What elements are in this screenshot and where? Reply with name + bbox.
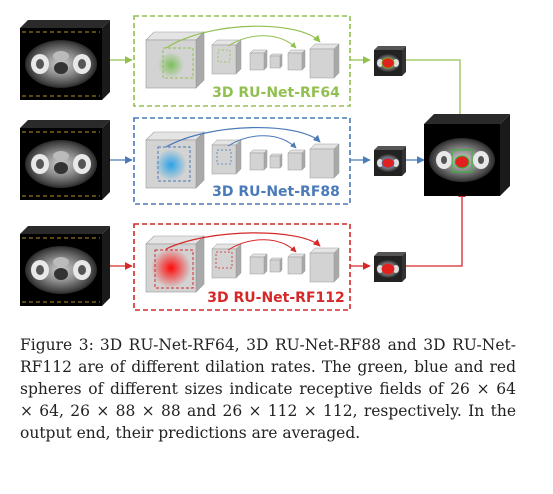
- network-box-rf112: [133, 223, 351, 311]
- input-ct-volume-3: [19, 225, 111, 307]
- network-box-rf64: [133, 15, 351, 107]
- figure-caption: Figure 3: 3D RU-Net-RF64, 3D RU-Net-RF88 …: [20, 334, 516, 444]
- receptive-field-sphere-green: [158, 52, 184, 78]
- network-label-rf64: 3D RU-Net-RF64: [212, 85, 340, 101]
- averaged-mask: [454, 155, 470, 169]
- input-ct-volume-1: [19, 19, 111, 101]
- averaged-output-volume: [424, 114, 510, 196]
- caption-label: Figure 3:: [20, 336, 94, 354]
- prediction-mask-2: [381, 157, 395, 169]
- row-rf64: 3D RU-Net-RF64: [19, 15, 406, 107]
- caption-text: 3D RU-Net-RF64, 3D RU-Net-RF88 and 3D RU…: [20, 336, 516, 442]
- receptive-field-sphere-red: [151, 248, 191, 288]
- network-label-rf112: 3D RU-Net-RF112: [207, 290, 344, 306]
- row-rf88: 3D RU-Net-RF88: [19, 117, 425, 205]
- network-diagram: 3D RU-Net-RF64 3D RU-Net-RF88: [19, 15, 510, 311]
- network-label-rf88: 3D RU-Net-RF88: [212, 184, 340, 200]
- receptive-field-sphere-blue: [155, 149, 187, 181]
- green-merge-arrow: [406, 59, 464, 129]
- network-box-rf88: [133, 117, 351, 205]
- input-ct-volume-2: [19, 119, 111, 201]
- row-rf112: 3D RU-Net-RF112: [19, 189, 466, 311]
- prediction-mask-3: [381, 263, 395, 275]
- prediction-mask-1: [381, 57, 395, 69]
